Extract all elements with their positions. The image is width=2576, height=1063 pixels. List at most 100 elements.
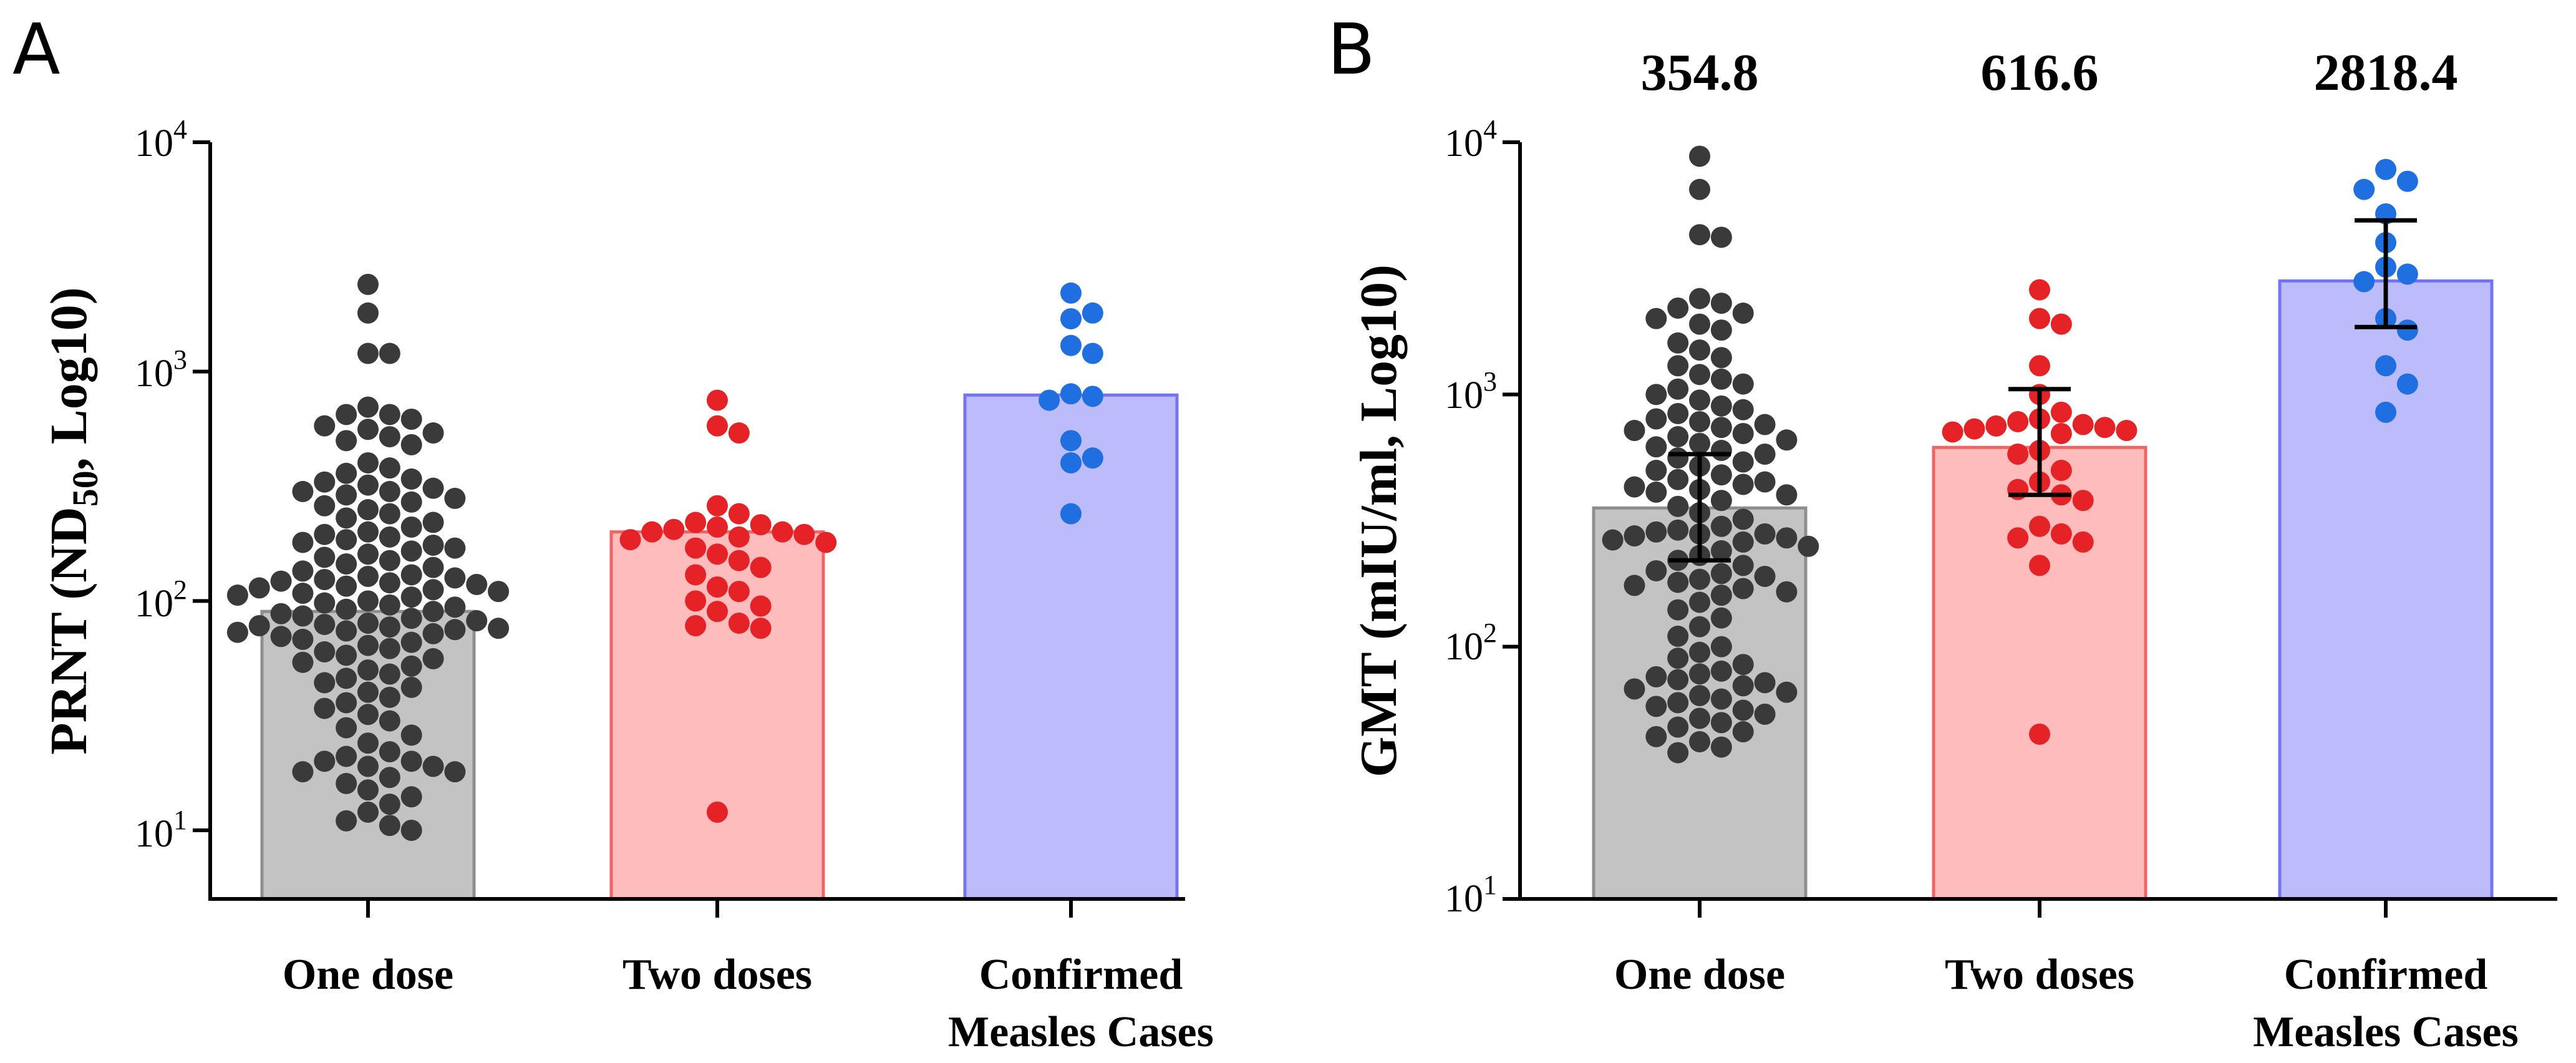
- data-point: [1667, 332, 1689, 354]
- data-point: [444, 596, 466, 618]
- data-point: [1667, 447, 1689, 469]
- data-point: [400, 631, 422, 653]
- data-point: [1667, 402, 1689, 424]
- data-point: [1776, 527, 1798, 549]
- data-point: [357, 521, 379, 543]
- data-point: [336, 430, 357, 452]
- data-point: [1689, 339, 1710, 361]
- data-point: [1624, 476, 1645, 498]
- data-point: [1710, 226, 1732, 248]
- data-point: [1710, 636, 1732, 658]
- panel-a-category-label-2: Two doses: [622, 951, 812, 999]
- data-point: [1667, 625, 1689, 647]
- panel-b-category-label-2: Two doses: [1945, 951, 2134, 999]
- data-point: [1776, 581, 1798, 603]
- data-point: [750, 514, 772, 536]
- panel-a-category-label-3a: Confirmed: [979, 951, 1183, 999]
- data-point: [728, 612, 750, 634]
- data-point: [357, 342, 379, 364]
- panel-a: A 104 103 102 101 PRNT (ND50, Log10) One…: [12, 9, 1214, 1056]
- data-point: [619, 529, 641, 551]
- data-point: [422, 534, 444, 556]
- data-point: [422, 623, 444, 644]
- data-point: [2375, 158, 2396, 180]
- data-point: [1082, 302, 1103, 324]
- data-point: [292, 583, 314, 604]
- data-point: [707, 495, 728, 517]
- panel-a-tick-label-4: 104: [135, 114, 187, 165]
- data-point: [1754, 672, 1776, 694]
- data-point: [444, 619, 466, 641]
- data-point: [728, 503, 750, 525]
- data-point: [400, 676, 422, 698]
- data-point: [1710, 440, 1732, 462]
- data-point: [336, 810, 357, 832]
- data-point: [379, 404, 400, 425]
- data-point: [270, 626, 292, 648]
- data-point: [400, 468, 422, 490]
- panel-a-category-label-3b: Measles Cases: [948, 1008, 1214, 1056]
- data-point: [1667, 495, 1689, 517]
- data-point: [1776, 484, 1798, 506]
- data-point: [357, 612, 379, 634]
- data-point: [292, 560, 314, 582]
- panel-a-ticks: [193, 140, 1073, 918]
- panel-a-category-label-1: One dose: [283, 951, 453, 999]
- data-point: [1776, 681, 1798, 703]
- data-point: [379, 342, 400, 364]
- data-point: [314, 471, 336, 493]
- data-point: [1060, 430, 1082, 452]
- data-point: [1082, 447, 1103, 469]
- data-point: [772, 521, 793, 543]
- panel-b-points: [1602, 145, 2418, 764]
- data-point: [314, 697, 336, 719]
- data-point: [379, 815, 400, 837]
- data-point: [1689, 145, 1710, 167]
- data-point: [1732, 422, 1754, 444]
- data-point: [336, 507, 357, 529]
- panel-a-letter: A: [12, 9, 61, 90]
- error-bar-1: [1668, 452, 1731, 563]
- data-point: [226, 585, 248, 606]
- data-point: [2375, 401, 2396, 423]
- data-point: [1798, 535, 1819, 557]
- data-point: [2094, 417, 2116, 439]
- panel-a-points: [226, 273, 1103, 841]
- data-point: [1710, 540, 1732, 561]
- data-point: [400, 786, 422, 808]
- data-point: [379, 663, 400, 685]
- data-point: [1732, 555, 1754, 576]
- data-point: [1060, 334, 1082, 356]
- data-point: [2396, 319, 2418, 341]
- data-point: [1710, 660, 1732, 682]
- data-point: [1732, 654, 1754, 676]
- data-point: [1710, 490, 1732, 512]
- data-point: [379, 550, 400, 571]
- data-point: [1732, 399, 1754, 420]
- data-point: [314, 523, 336, 545]
- data-point: [270, 603, 292, 624]
- data-point: [357, 659, 379, 681]
- data-point: [1624, 525, 1645, 547]
- panel-b-error-bars: [1668, 218, 2417, 563]
- panel-b-value-label-3: 2818.4: [2314, 44, 2458, 102]
- data-point: [400, 820, 422, 841]
- data-point: [1689, 707, 1710, 729]
- data-point: [400, 434, 422, 455]
- data-point: [1060, 452, 1082, 473]
- data-point: [226, 621, 248, 643]
- data-point: [379, 710, 400, 732]
- data-point: [400, 491, 422, 513]
- data-point: [336, 462, 357, 484]
- data-point: [488, 618, 510, 639]
- data-point: [1667, 355, 1689, 377]
- data-point: [422, 477, 444, 499]
- data-point: [2050, 313, 2072, 335]
- data-point: [314, 750, 336, 772]
- data-point: [1689, 364, 1710, 386]
- data-point: [1689, 224, 1710, 246]
- data-point: [1689, 616, 1710, 638]
- data-point: [379, 526, 400, 548]
- data-point: [728, 422, 750, 444]
- data-point: [379, 794, 400, 815]
